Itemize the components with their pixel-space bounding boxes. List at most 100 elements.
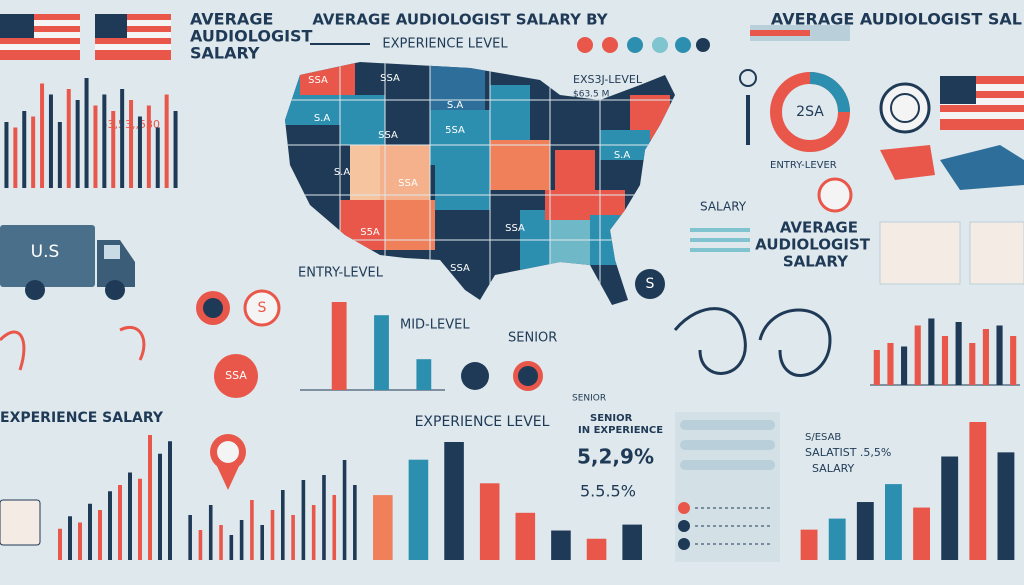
bottom-center-title: EXPERIENCE LEVEL	[415, 414, 550, 430]
bar	[941, 336, 949, 385]
bar	[13, 127, 18, 188]
bar	[928, 318, 935, 385]
bar	[208, 505, 213, 560]
map-side-value: $63.5 M	[573, 90, 609, 100]
truck-label: U.S	[31, 242, 60, 262]
stethoscope	[0, 325, 146, 371]
bar	[57, 122, 62, 188]
bar	[137, 116, 142, 188]
us-map	[285, 62, 675, 305]
map-label: SSA	[398, 178, 418, 189]
bar	[164, 94, 169, 188]
figure: 5.5.5%	[580, 482, 636, 501]
bar	[342, 460, 347, 560]
bar	[198, 530, 203, 560]
bar	[331, 302, 347, 390]
pin-icon	[210, 434, 246, 490]
bar	[856, 502, 874, 560]
badge: SSA	[225, 369, 247, 382]
map-label: SSA	[308, 75, 328, 86]
bar	[48, 94, 53, 188]
bar	[885, 484, 902, 560]
bar	[914, 325, 921, 385]
bar	[941, 456, 959, 560]
bottom-right-text: SALATIST .5,5%	[805, 446, 891, 459]
senior-small-label: SENIOR	[572, 394, 606, 404]
level-bubbles	[196, 269, 665, 398]
bar	[416, 359, 432, 390]
bar	[138, 478, 142, 560]
bar	[120, 89, 125, 188]
map-label: S.A	[314, 113, 331, 124]
bar	[250, 500, 254, 560]
bar	[353, 485, 357, 560]
map-label: SSA	[380, 73, 400, 84]
bar	[551, 530, 571, 560]
bar	[373, 495, 393, 560]
figure: 5,2,9%	[577, 445, 654, 469]
bar	[219, 525, 223, 560]
bar	[301, 480, 306, 560]
map-label: S.A	[334, 167, 351, 178]
bar	[146, 105, 151, 188]
bar	[479, 483, 500, 560]
bar	[229, 535, 234, 560]
bar	[280, 490, 285, 560]
map-label: S.A	[447, 100, 464, 111]
bar	[148, 435, 152, 560]
bar	[332, 495, 337, 560]
badge: S	[258, 300, 267, 316]
map-label: SSA	[450, 263, 470, 274]
bar	[969, 343, 976, 385]
bar	[102, 94, 107, 188]
bar	[239, 520, 244, 560]
map-label: SSA	[378, 130, 398, 141]
badge: S	[646, 276, 655, 292]
bar	[155, 127, 160, 188]
bottom-left-title: EXPERIENCE SALARY	[0, 410, 164, 426]
left-title: AUDIOLOGIST	[190, 27, 313, 46]
bar	[311, 505, 316, 560]
bar	[188, 515, 192, 560]
bar	[997, 452, 1015, 560]
bar	[515, 512, 536, 560]
map-label: S5A	[360, 227, 380, 238]
bar	[901, 346, 908, 385]
bar	[129, 100, 134, 188]
bar	[22, 111, 27, 188]
bar	[168, 441, 172, 560]
bar	[982, 329, 989, 385]
donut-label: 2SA	[796, 104, 824, 120]
bar	[40, 83, 45, 188]
bar	[444, 442, 464, 560]
bar	[31, 116, 36, 188]
left-title: SALARY	[190, 44, 260, 63]
right-panel-title: AUDIOLOGIST	[755, 236, 871, 254]
bar	[622, 524, 642, 560]
bar	[66, 89, 71, 188]
flag	[0, 14, 1024, 130]
bar	[78, 522, 82, 560]
list-panel	[675, 412, 780, 562]
bar	[93, 105, 98, 188]
bar	[88, 503, 92, 560]
bar	[1010, 336, 1017, 385]
bar	[374, 315, 389, 390]
right-panel-title: AVERAGE	[780, 219, 858, 237]
bar	[996, 325, 1003, 385]
bar	[58, 528, 62, 560]
senior-title: IN EXPERIENCE	[578, 425, 663, 436]
donut	[690, 69, 1024, 285]
bar	[173, 111, 178, 188]
right-panel-title: SALARY	[783, 253, 849, 271]
doc-icon	[0, 499, 41, 546]
map-label: SSA	[505, 223, 525, 234]
bar	[322, 475, 326, 560]
bar	[75, 100, 80, 188]
bar	[68, 516, 72, 560]
left-title: AVERAGE	[190, 10, 273, 29]
bar	[128, 472, 132, 560]
center-subtitle: EXPERIENCE LEVEL	[382, 37, 508, 52]
bar	[84, 78, 89, 188]
bar	[913, 507, 930, 560]
